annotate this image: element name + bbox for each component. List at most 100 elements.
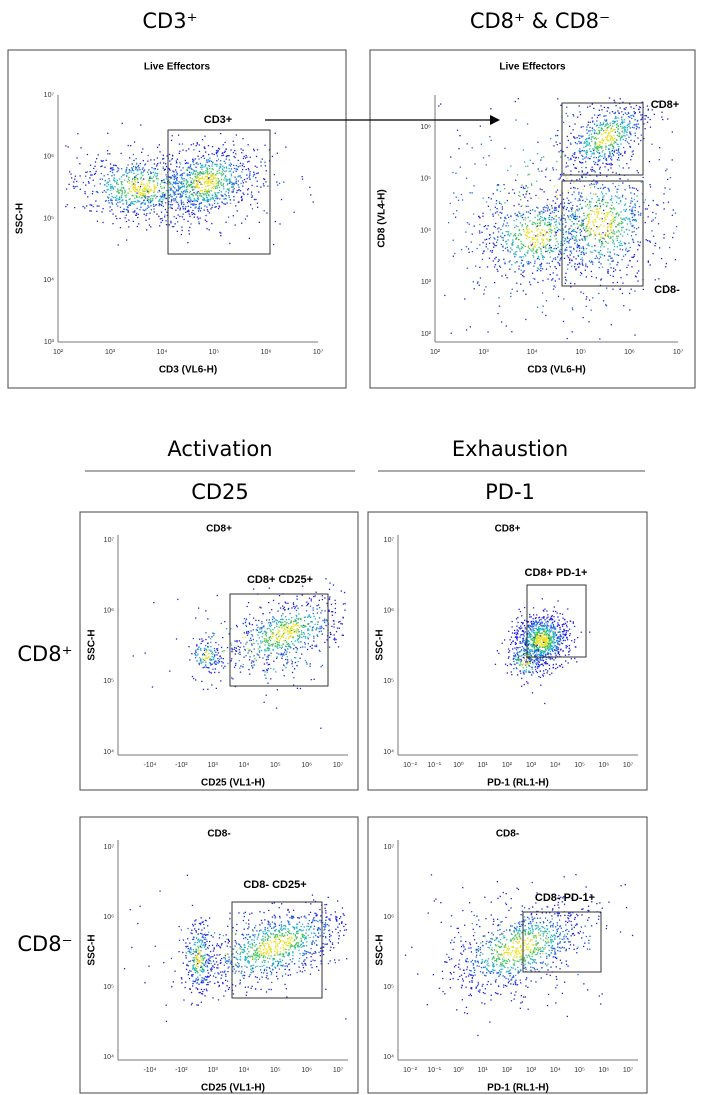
event-dot [223, 650, 225, 652]
event-dot [581, 196, 583, 198]
event-dot [178, 186, 180, 188]
event-dot [191, 194, 194, 196]
event-dot [646, 121, 649, 123]
event-dot [140, 178, 142, 180]
event-dot [596, 208, 598, 210]
event-dot [512, 239, 514, 241]
event-dot [616, 246, 618, 248]
event-dot [617, 254, 620, 256]
event-dot [587, 144, 589, 146]
gate [561, 180, 644, 287]
event-dot [621, 122, 624, 125]
event-dot [243, 155, 245, 158]
event-dot [555, 248, 558, 250]
event-dot [210, 650, 212, 652]
event-dot [273, 633, 275, 635]
event-dot [530, 241, 532, 243]
event-dot [326, 620, 328, 622]
event-dot [612, 220, 614, 223]
event-dot [119, 217, 121, 220]
event-dot [94, 172, 97, 175]
event-dot [192, 160, 194, 162]
event-dot [452, 171, 454, 174]
event-dot [206, 200, 208, 202]
event-dot [211, 180, 213, 182]
event-dot [652, 253, 654, 255]
event-dot [599, 338, 601, 340]
event-dot [137, 181, 139, 184]
event-dot [182, 167, 184, 169]
event-dot [573, 248, 575, 251]
event-dot [568, 647, 570, 649]
event-dot [633, 115, 635, 118]
event-dot [121, 192, 124, 194]
event-dot [504, 261, 506, 263]
event-dot [520, 658, 522, 661]
event-dot [89, 210, 91, 212]
event-dot [279, 644, 281, 646]
event-dot [283, 626, 285, 628]
event-dot [146, 185, 149, 187]
event-dot [209, 181, 212, 183]
event-dot [583, 142, 585, 144]
event-dot [202, 653, 204, 655]
event-dot [523, 230, 525, 233]
y-tick-label: 10⁴ [103, 749, 114, 756]
event-dot [532, 162, 534, 165]
event-dot [174, 187, 176, 189]
event-dot [492, 260, 494, 262]
event-dot [230, 149, 232, 151]
event-dot [448, 222, 450, 224]
event-dot [598, 152, 601, 154]
event-dot [547, 206, 549, 208]
event-dot [550, 223, 552, 225]
event-dot [195, 171, 197, 173]
event-dot [79, 163, 81, 165]
event-dot [113, 179, 115, 181]
event-dot [231, 647, 233, 649]
event-dot [614, 117, 616, 120]
event-dot [599, 159, 601, 161]
event-dot [166, 176, 168, 178]
event-dot [137, 165, 139, 168]
event-dot [245, 618, 248, 620]
event-dot [555, 135, 557, 137]
event-dot [610, 127, 613, 129]
event-dot [616, 191, 618, 193]
event-dot [189, 226, 191, 229]
event-dot [169, 169, 171, 172]
event-dot [109, 163, 112, 165]
event-dot [244, 649, 246, 651]
event-dot [512, 241, 514, 243]
event-dot [202, 155, 204, 157]
event-dot [91, 174, 93, 176]
event-dot [149, 201, 152, 203]
event-dot [594, 234, 596, 236]
event-dot [262, 670, 264, 672]
event-dot [587, 242, 589, 244]
event-dot [102, 221, 104, 224]
event-dot [579, 114, 582, 116]
event-dot [214, 195, 216, 198]
event-dot [609, 255, 611, 257]
event-dot [532, 277, 534, 280]
event-dot [245, 625, 248, 627]
event-dot [203, 173, 205, 175]
event-dot [673, 232, 675, 234]
event-dot [189, 190, 192, 193]
event-dot [199, 195, 201, 197]
event-dot [634, 209, 636, 212]
event-dot [557, 243, 559, 245]
event-dot [577, 254, 579, 257]
event-dot [621, 155, 624, 157]
event-dot [179, 187, 181, 190]
event-dot [251, 635, 254, 637]
event-dot [171, 199, 173, 201]
event-dot [550, 247, 552, 249]
event-dot [284, 621, 286, 623]
event-dot [578, 198, 580, 200]
event-dot [633, 231, 635, 233]
event-dot [630, 235, 633, 237]
event-dot [126, 175, 128, 177]
event-dot [123, 174, 125, 176]
